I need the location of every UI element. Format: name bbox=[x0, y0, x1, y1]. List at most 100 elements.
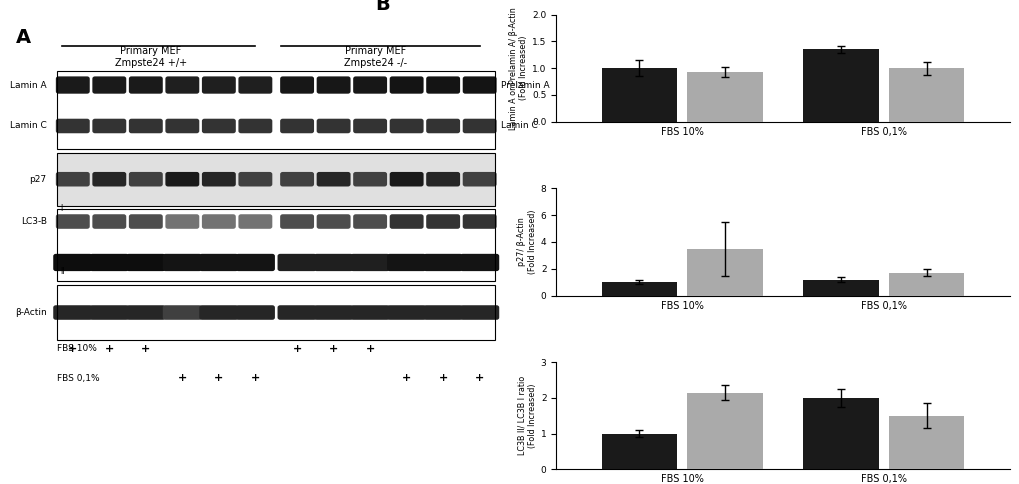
FancyBboxPatch shape bbox=[463, 76, 496, 94]
FancyBboxPatch shape bbox=[128, 76, 163, 94]
FancyBboxPatch shape bbox=[56, 172, 90, 186]
Y-axis label: LC3B II/ LC3B I ratio
(Fold Increased): LC3B II/ LC3B I ratio (Fold Increased) bbox=[517, 376, 536, 455]
Bar bbox=[601, 282, 677, 296]
Text: +: + bbox=[105, 344, 114, 354]
FancyBboxPatch shape bbox=[165, 172, 199, 186]
Text: Prelamin A: Prelamin A bbox=[500, 80, 548, 90]
Text: A: A bbox=[15, 28, 31, 47]
FancyBboxPatch shape bbox=[386, 254, 426, 271]
FancyBboxPatch shape bbox=[163, 254, 202, 271]
FancyBboxPatch shape bbox=[277, 305, 316, 320]
FancyBboxPatch shape bbox=[238, 214, 272, 229]
Text: β-Actin: β-Actin bbox=[15, 308, 47, 317]
FancyBboxPatch shape bbox=[202, 76, 235, 94]
FancyBboxPatch shape bbox=[426, 214, 460, 229]
Text: +: + bbox=[251, 374, 260, 383]
FancyBboxPatch shape bbox=[389, 172, 423, 186]
Text: +: + bbox=[475, 374, 484, 383]
FancyBboxPatch shape bbox=[351, 254, 389, 271]
Y-axis label: p27/ β-Actin
(Fold Increased): p27/ β-Actin (Fold Increased) bbox=[517, 210, 536, 274]
Text: +: + bbox=[141, 344, 150, 354]
FancyBboxPatch shape bbox=[314, 305, 353, 320]
Bar bbox=[888, 273, 964, 296]
FancyBboxPatch shape bbox=[93, 172, 126, 186]
Bar bbox=[601, 68, 677, 122]
FancyBboxPatch shape bbox=[389, 214, 423, 229]
Text: I: I bbox=[60, 204, 62, 213]
Bar bbox=[57, 153, 495, 206]
FancyBboxPatch shape bbox=[199, 305, 238, 320]
Text: +: + bbox=[177, 374, 186, 383]
Bar bbox=[802, 49, 878, 122]
FancyBboxPatch shape bbox=[56, 119, 90, 133]
Text: B: B bbox=[374, 0, 389, 14]
Bar bbox=[57, 285, 495, 340]
FancyBboxPatch shape bbox=[202, 119, 235, 133]
Text: p27: p27 bbox=[30, 175, 47, 184]
FancyBboxPatch shape bbox=[126, 254, 165, 271]
FancyBboxPatch shape bbox=[93, 76, 126, 94]
FancyBboxPatch shape bbox=[202, 172, 235, 186]
Y-axis label: Lamin A or Prelamin A/ β-Actin
(Fold Increased): Lamin A or Prelamin A/ β-Actin (Fold Inc… bbox=[508, 7, 528, 130]
FancyBboxPatch shape bbox=[389, 119, 423, 133]
Text: +: + bbox=[438, 374, 447, 383]
FancyBboxPatch shape bbox=[351, 305, 389, 320]
FancyBboxPatch shape bbox=[277, 254, 316, 271]
FancyBboxPatch shape bbox=[280, 172, 314, 186]
FancyBboxPatch shape bbox=[423, 254, 463, 271]
Text: Lamin C: Lamin C bbox=[500, 121, 537, 131]
Bar bbox=[687, 393, 762, 469]
FancyBboxPatch shape bbox=[163, 305, 202, 320]
FancyBboxPatch shape bbox=[386, 305, 426, 320]
FancyBboxPatch shape bbox=[280, 119, 314, 133]
FancyBboxPatch shape bbox=[463, 172, 496, 186]
FancyBboxPatch shape bbox=[463, 119, 496, 133]
Bar bbox=[802, 280, 878, 296]
FancyBboxPatch shape bbox=[423, 305, 463, 320]
Text: Primary MEF
Zmpste24 -/-: Primary MEF Zmpste24 -/- bbox=[343, 46, 407, 68]
FancyBboxPatch shape bbox=[316, 119, 351, 133]
Bar bbox=[57, 153, 495, 206]
FancyBboxPatch shape bbox=[238, 76, 272, 94]
Bar bbox=[888, 68, 964, 122]
Text: II: II bbox=[60, 267, 64, 276]
FancyBboxPatch shape bbox=[316, 172, 351, 186]
Text: +: + bbox=[365, 344, 374, 354]
FancyBboxPatch shape bbox=[353, 172, 386, 186]
FancyBboxPatch shape bbox=[165, 214, 199, 229]
Text: +: + bbox=[68, 344, 77, 354]
Bar bbox=[57, 209, 495, 281]
FancyBboxPatch shape bbox=[53, 305, 93, 320]
FancyBboxPatch shape bbox=[389, 76, 423, 94]
FancyBboxPatch shape bbox=[316, 214, 351, 229]
FancyBboxPatch shape bbox=[238, 119, 272, 133]
FancyBboxPatch shape bbox=[128, 172, 163, 186]
Text: Lamin C: Lamin C bbox=[10, 121, 47, 131]
Text: +: + bbox=[401, 374, 411, 383]
Text: +: + bbox=[214, 374, 223, 383]
FancyBboxPatch shape bbox=[316, 76, 351, 94]
FancyBboxPatch shape bbox=[56, 76, 90, 94]
Text: FBS 10%: FBS 10% bbox=[57, 345, 97, 353]
FancyBboxPatch shape bbox=[53, 254, 93, 271]
FancyBboxPatch shape bbox=[353, 214, 386, 229]
FancyBboxPatch shape bbox=[460, 254, 498, 271]
Text: Primary MEF
Zmpste24 +/+: Primary MEF Zmpste24 +/+ bbox=[115, 46, 186, 68]
FancyBboxPatch shape bbox=[93, 119, 126, 133]
Text: Lamin A: Lamin A bbox=[10, 80, 47, 90]
FancyBboxPatch shape bbox=[353, 119, 386, 133]
FancyBboxPatch shape bbox=[202, 214, 235, 229]
FancyBboxPatch shape bbox=[128, 119, 163, 133]
FancyBboxPatch shape bbox=[126, 305, 165, 320]
Bar bbox=[687, 72, 762, 122]
FancyBboxPatch shape bbox=[90, 305, 128, 320]
FancyBboxPatch shape bbox=[353, 76, 386, 94]
FancyBboxPatch shape bbox=[165, 76, 199, 94]
Text: +: + bbox=[329, 344, 338, 354]
FancyBboxPatch shape bbox=[235, 254, 275, 271]
FancyBboxPatch shape bbox=[93, 214, 126, 229]
FancyBboxPatch shape bbox=[314, 254, 353, 271]
Text: +: + bbox=[292, 344, 302, 354]
FancyBboxPatch shape bbox=[128, 214, 163, 229]
Text: LC3-B: LC3-B bbox=[20, 217, 47, 226]
